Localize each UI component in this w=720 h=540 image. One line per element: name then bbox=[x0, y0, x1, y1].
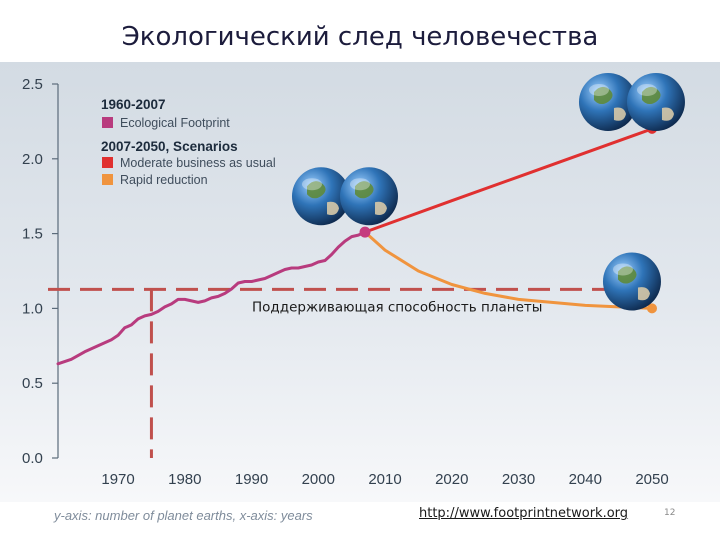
y-tick-label-0: 0.0 bbox=[22, 450, 43, 467]
globe-icon bbox=[578, 72, 637, 131]
globe-landmass bbox=[617, 266, 637, 284]
globe-landmass bbox=[613, 107, 626, 121]
plot-background bbox=[0, 62, 720, 502]
globe-icon bbox=[626, 72, 685, 131]
scenario-start-dot bbox=[359, 226, 371, 238]
globe-landmass bbox=[306, 181, 326, 199]
legend-swatch-moderate bbox=[102, 157, 113, 168]
x-tick-label-5: 2020 bbox=[435, 471, 468, 488]
globe-highlight bbox=[612, 263, 633, 276]
globe-landmass bbox=[661, 107, 674, 121]
y-tick-label-5: 2.5 bbox=[22, 76, 43, 93]
moderate-scenario-line bbox=[363, 127, 654, 234]
legend-swatch-rapid bbox=[102, 174, 113, 185]
globe-landmass bbox=[641, 86, 661, 105]
globe-icon bbox=[339, 167, 398, 226]
x-tick-label-7: 2040 bbox=[569, 471, 602, 488]
globe-landmass bbox=[354, 181, 374, 199]
globe-highlight bbox=[588, 83, 609, 96]
globe-landmass bbox=[374, 201, 387, 215]
globe-highlight bbox=[636, 83, 657, 96]
x-tick-label-2: 1990 bbox=[235, 471, 268, 488]
globe-highlight bbox=[349, 178, 370, 191]
source-link[interactable]: http://www.footprintnetwork.org bbox=[419, 506, 629, 521]
y-tick-label-3: 1.5 bbox=[22, 226, 43, 243]
globe-landmass bbox=[637, 287, 650, 301]
legend-label-footprint: Ecological Footprint bbox=[120, 116, 230, 130]
x-tick-label-3: 2000 bbox=[302, 471, 335, 488]
x-tick-label-0: 1970 bbox=[101, 471, 134, 488]
axis-caption: y-axis: number of planet earths, x-axis:… bbox=[54, 508, 313, 523]
footprint-line bbox=[56, 230, 367, 366]
y-tick-label-4: 2.0 bbox=[22, 151, 43, 168]
y-tick-label-1: 0.5 bbox=[22, 375, 43, 392]
x-tick-label-1: 1980 bbox=[168, 471, 201, 488]
page-number: 12 bbox=[664, 508, 676, 518]
globe-landmass bbox=[326, 201, 339, 215]
x-tick-label-4: 2010 bbox=[368, 471, 401, 488]
capacity-label: Поддерживающая способность планеты bbox=[252, 299, 542, 315]
rapid-reduction-end-dot bbox=[647, 303, 657, 314]
globe-landmass bbox=[593, 86, 613, 105]
y-tick-label-2: 1.0 bbox=[22, 300, 43, 317]
legend-heading-history: 1960-2007 bbox=[101, 97, 166, 112]
legend-swatch-footprint bbox=[102, 117, 113, 128]
legend-heading-scenarios: 2007-2050, Scenarios bbox=[101, 139, 238, 154]
rapid-reduction-line bbox=[363, 230, 654, 310]
globe-highlight bbox=[301, 178, 322, 191]
x-tick-label-6: 2030 bbox=[502, 471, 535, 488]
legend-label-moderate: Moderate business as usual bbox=[120, 156, 276, 170]
globe-icon bbox=[291, 167, 350, 226]
x-tick-label-8: 2050 bbox=[635, 471, 668, 488]
globe-icon bbox=[602, 252, 661, 311]
legend-label-rapid: Rapid reduction bbox=[120, 173, 208, 187]
slide-title: Экологический след человечества bbox=[121, 22, 599, 52]
